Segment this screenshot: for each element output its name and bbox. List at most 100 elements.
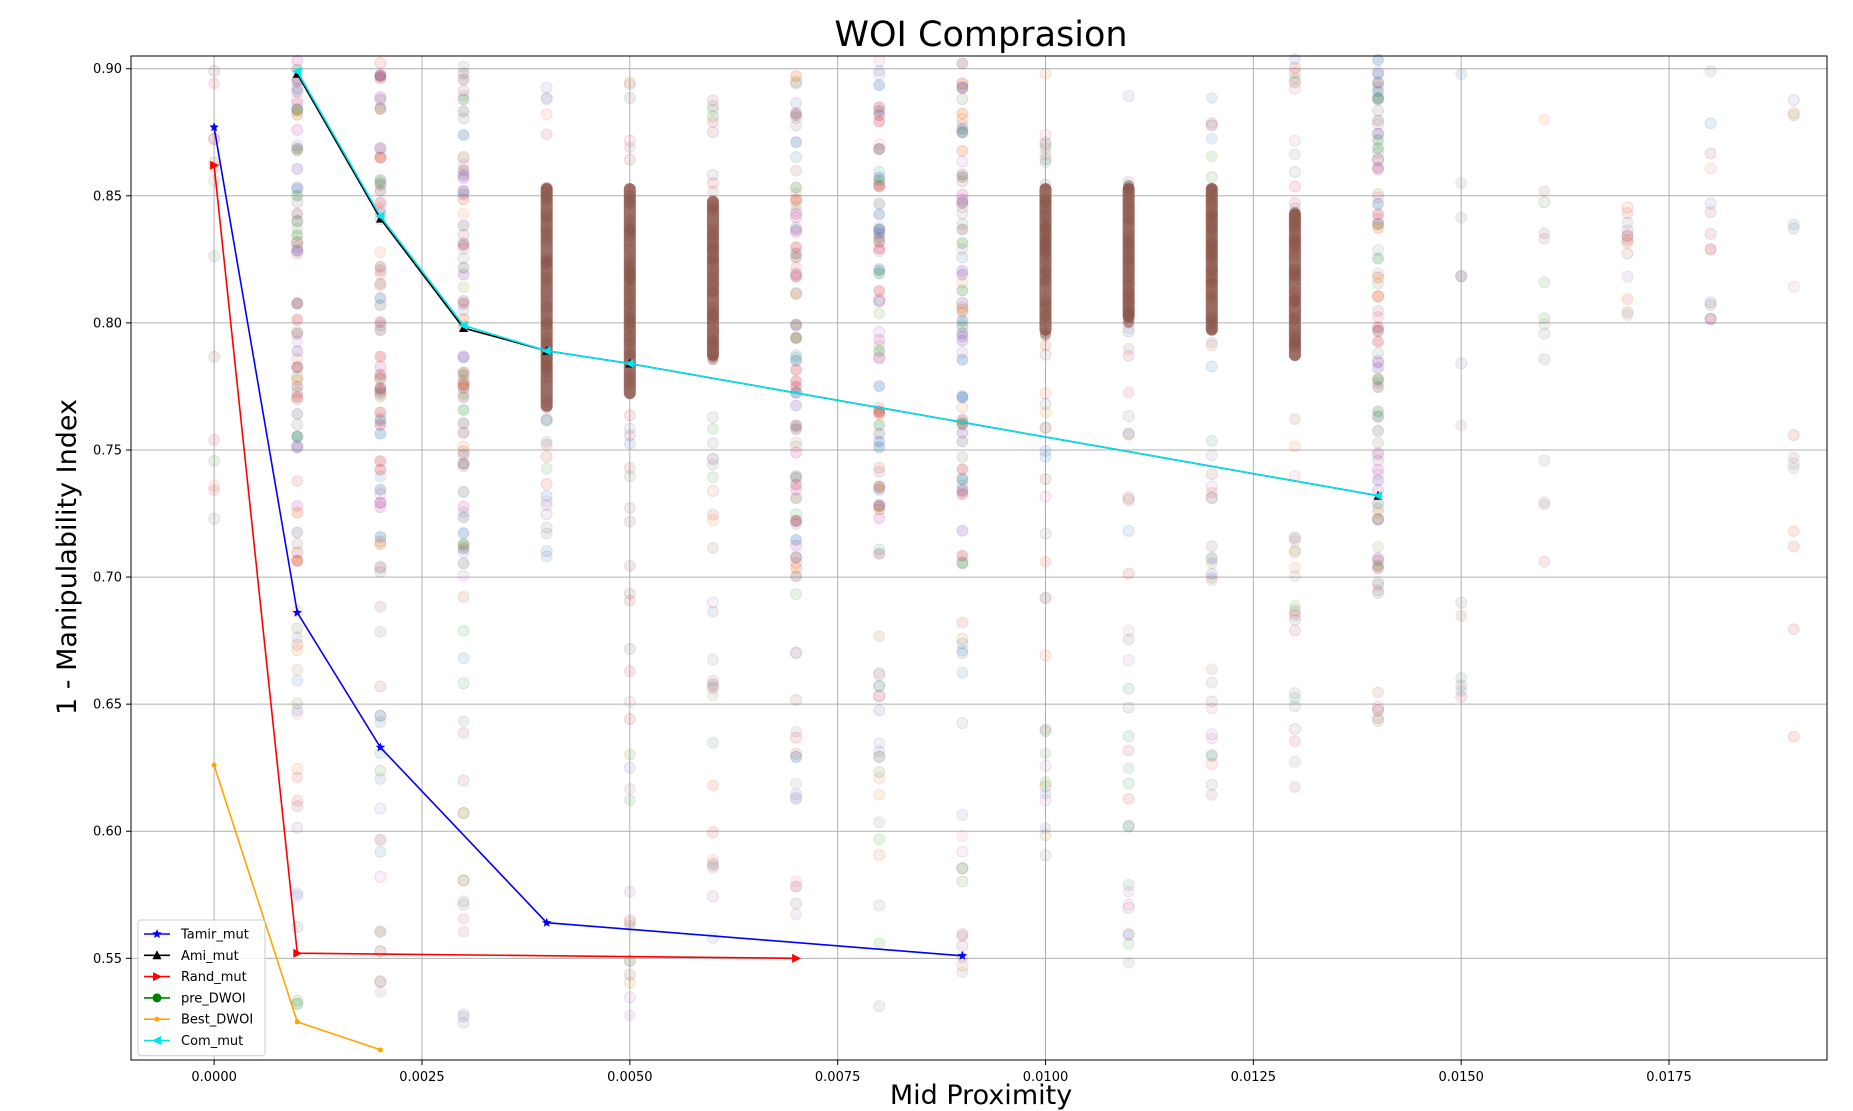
scatter-point bbox=[1205, 676, 1218, 689]
series-point bbox=[294, 1019, 300, 1025]
scatter-point bbox=[1123, 291, 1135, 303]
scatter-point bbox=[1206, 249, 1218, 261]
legend-marker bbox=[153, 972, 162, 982]
scatter-point bbox=[457, 105, 470, 118]
series-point bbox=[458, 320, 468, 330]
series-point bbox=[292, 66, 302, 76]
scatter-point bbox=[291, 229, 304, 242]
series-point bbox=[541, 917, 552, 927]
scatter-point bbox=[956, 330, 969, 343]
scatter-point bbox=[457, 537, 470, 550]
scatter-point bbox=[1372, 554, 1385, 567]
scatter-point bbox=[1372, 142, 1385, 155]
scatter-point bbox=[457, 898, 470, 911]
scatter-point bbox=[873, 498, 886, 511]
series-best-dwoi bbox=[211, 762, 383, 1053]
scatter-point bbox=[707, 286, 719, 298]
scatter-point bbox=[1372, 711, 1385, 724]
scatter-point bbox=[1455, 679, 1468, 692]
scatter-point bbox=[457, 874, 470, 887]
scatter-point bbox=[374, 292, 387, 305]
scatter-point bbox=[1289, 338, 1301, 350]
scatter-point bbox=[873, 333, 886, 346]
scatter-point bbox=[457, 184, 470, 197]
legend-marker bbox=[152, 993, 162, 1003]
scatter-point bbox=[374, 69, 387, 82]
scatter-point bbox=[374, 455, 387, 468]
scatter-point bbox=[1122, 494, 1135, 507]
scatter-point bbox=[291, 97, 304, 110]
scatter-point bbox=[208, 350, 221, 363]
scatter-point bbox=[1122, 744, 1135, 757]
scatter-point bbox=[457, 112, 470, 125]
scatter-point bbox=[1205, 757, 1218, 770]
scatter-point bbox=[956, 717, 969, 730]
scatter-point bbox=[374, 388, 387, 401]
scatter-point bbox=[1538, 312, 1551, 325]
scatter-point bbox=[873, 848, 886, 861]
scatter-point bbox=[1122, 682, 1135, 695]
scatter-point bbox=[1205, 449, 1218, 462]
scatter-point bbox=[956, 875, 969, 888]
scatter-point bbox=[374, 72, 387, 85]
scatter-point bbox=[1372, 454, 1385, 467]
scatter-point bbox=[707, 348, 719, 360]
scatter-point bbox=[1122, 633, 1135, 646]
legend-label: Best_DWOI bbox=[181, 1013, 253, 1028]
scatter-point bbox=[374, 151, 387, 164]
scatter-point bbox=[1787, 429, 1800, 442]
scatter-point bbox=[540, 499, 553, 512]
scatter-point bbox=[790, 880, 803, 893]
scatter-point bbox=[1205, 788, 1218, 801]
scatter-point bbox=[873, 325, 886, 338]
scatter-point bbox=[291, 707, 304, 720]
scatter-point bbox=[1288, 606, 1301, 619]
scatter-point bbox=[1538, 327, 1551, 340]
scatter-point bbox=[873, 295, 886, 308]
scatter-point bbox=[374, 565, 387, 578]
scatter-point bbox=[1205, 339, 1218, 352]
scatter-point bbox=[624, 348, 636, 360]
scatter-point bbox=[1123, 233, 1135, 245]
scatter-point bbox=[291, 994, 304, 1007]
scatter-point bbox=[873, 115, 886, 128]
scatter-point bbox=[790, 319, 803, 332]
scatter-point bbox=[1040, 195, 1052, 207]
scatter-point bbox=[623, 1009, 636, 1022]
scatter-point bbox=[374, 279, 387, 292]
scatter-point bbox=[1040, 247, 1052, 259]
scatter-point bbox=[541, 316, 553, 328]
scatter-point bbox=[374, 709, 387, 722]
scatter-point bbox=[1123, 316, 1135, 328]
scatter-point bbox=[457, 228, 470, 241]
scatter-point bbox=[790, 423, 803, 436]
scatter-point bbox=[1372, 118, 1385, 131]
scatter-point bbox=[374, 680, 387, 693]
scatter-point bbox=[541, 359, 553, 371]
x-tick-label: 0.0150 bbox=[1438, 1070, 1484, 1085]
scatter-point bbox=[1538, 353, 1551, 366]
scatter-point bbox=[790, 221, 803, 234]
scatter-point bbox=[374, 196, 387, 209]
scatter-point bbox=[1039, 387, 1052, 400]
scatter-point bbox=[956, 193, 969, 206]
scatter-point bbox=[707, 307, 719, 319]
scatter-point bbox=[790, 420, 803, 433]
scatter-point bbox=[1039, 787, 1052, 800]
scatter-point bbox=[707, 256, 719, 268]
scatter-point bbox=[956, 155, 969, 168]
scatter-point bbox=[956, 862, 969, 875]
scatter-point bbox=[1206, 265, 1218, 277]
scatter-point bbox=[790, 556, 803, 569]
scatter-point bbox=[790, 136, 803, 149]
scatter-point bbox=[956, 391, 969, 404]
grid-lines bbox=[131, 56, 1827, 1060]
series-line bbox=[296, 70, 1379, 497]
scatter-point bbox=[1205, 486, 1218, 499]
legend-label: Ami_mut bbox=[181, 949, 239, 964]
scatter-point bbox=[374, 184, 387, 197]
scatter-point bbox=[1538, 276, 1551, 289]
scatter-point bbox=[374, 418, 387, 431]
scatter-point bbox=[1289, 217, 1301, 229]
scatter-point bbox=[1123, 305, 1135, 317]
